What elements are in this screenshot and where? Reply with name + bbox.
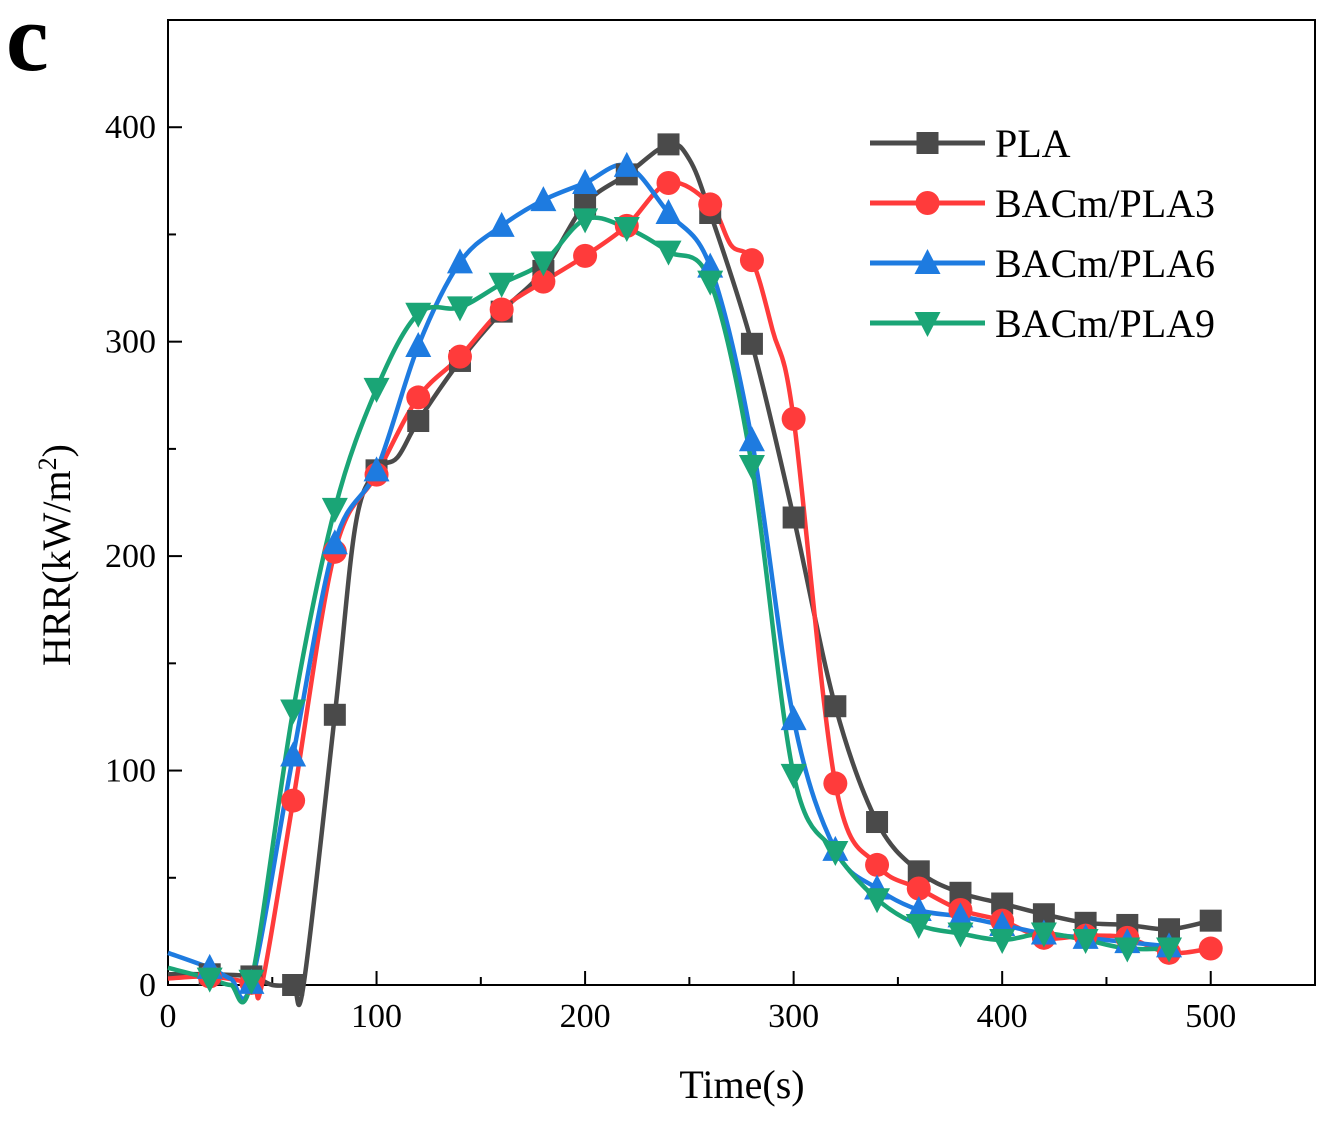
y-tick-label: 300: [105, 324, 156, 361]
data-point-4: [405, 302, 432, 328]
y-tick-label: 0: [139, 967, 156, 1004]
data-point-4: [1156, 937, 1183, 963]
legend-label: BACm/PLA3: [995, 181, 1215, 226]
data-point-2: [739, 248, 764, 273]
data-point-4: [238, 969, 265, 995]
legend-label: PLA: [995, 121, 1071, 166]
data-point-1: [657, 133, 680, 156]
y-tick-label: 100: [105, 753, 156, 790]
data-point-4: [905, 913, 932, 939]
legend-marker: [915, 191, 940, 215]
series-markers: [196, 133, 1223, 996]
data-point-2: [406, 385, 431, 410]
data-point-4: [1114, 937, 1141, 963]
data-point-1: [282, 974, 305, 996]
data-point-3: [780, 705, 807, 731]
data-point-1: [907, 860, 930, 883]
data-point-2: [573, 243, 598, 268]
x-tick-label: 300: [768, 998, 819, 1035]
y-tick-label: 400: [105, 109, 156, 146]
y-axis-label: HRR(kW/m2): [33, 444, 80, 666]
data-point-4: [572, 208, 599, 234]
data-point-4: [321, 497, 348, 523]
data-point-2: [865, 852, 890, 877]
data-point-4: [613, 217, 640, 243]
x-tick-label: 100: [351, 998, 402, 1035]
data-point-4: [1072, 928, 1099, 954]
data-point-2: [906, 876, 931, 901]
data-point-1: [866, 811, 889, 834]
data-point-1: [1158, 918, 1181, 941]
data-point-4: [280, 699, 307, 725]
data-point-4: [697, 270, 724, 296]
legend-marker: [914, 312, 941, 337]
legend-marker: [916, 132, 939, 154]
data-point-4: [655, 240, 682, 266]
data-point-4: [989, 928, 1016, 954]
data-point-1: [991, 892, 1014, 915]
data-point-3: [446, 248, 473, 274]
data-point-2: [489, 297, 514, 322]
panel-label: c: [6, 0, 49, 91]
plot-frame: [167, 19, 1316, 986]
ticks: 0 100 200 300 400 500 0 100 200 300 400: [105, 19, 1316, 1035]
legend-marker: [914, 249, 941, 274]
data-point-2: [823, 771, 848, 796]
data-point-1: [782, 506, 805, 529]
data-point-2: [781, 406, 806, 431]
data-point-1: [949, 881, 972, 904]
data-point-4: [947, 922, 974, 948]
x-tick-label: 200: [560, 998, 611, 1035]
data-point-2: [698, 192, 723, 217]
data-point-4: [530, 251, 557, 277]
data-point-3: [280, 741, 307, 767]
x-tick-label: 400: [977, 998, 1028, 1035]
data-point-4: [738, 455, 765, 481]
y-axis-label-main: HRR(kW/m: [34, 470, 79, 666]
data-point-3: [405, 331, 432, 357]
data-point-3: [488, 211, 515, 237]
data-point-2: [531, 269, 556, 294]
data-point-3: [613, 151, 640, 177]
data-point-1: [1199, 909, 1222, 932]
y-axis-label-close: ): [34, 444, 79, 457]
data-point-1: [407, 410, 430, 433]
legend: PLA BACm/PLA3 BACm/PLA6 BACm/PLA9: [870, 121, 1215, 346]
data-point-3: [321, 529, 348, 555]
data-point-2: [281, 788, 306, 813]
data-point-2: [656, 170, 681, 195]
x-tick-label: 500: [1185, 998, 1236, 1035]
data-point-4: [363, 377, 390, 403]
y-tick-label: 200: [105, 538, 156, 575]
data-point-4: [780, 763, 807, 789]
legend-label: BACm/PLA6: [995, 241, 1215, 286]
data-point-4: [864, 888, 891, 914]
data-point-4: [1030, 922, 1057, 948]
data-point-3: [738, 426, 765, 452]
data-point-3: [530, 186, 557, 212]
axes: [167, 19, 1316, 986]
data-point-3: [947, 902, 974, 928]
data-point-3: [572, 168, 599, 194]
x-axis-label: Time(s): [679, 1062, 804, 1107]
data-point-1: [740, 332, 763, 355]
data-point-4: [822, 841, 849, 867]
data-point-1: [824, 695, 847, 718]
x-tick-label: 0: [160, 998, 177, 1035]
y-axis-label-sup: 2: [33, 457, 62, 470]
data-point-1: [323, 703, 346, 726]
data-point-4: [488, 272, 515, 298]
data-point-4: [196, 967, 223, 993]
data-point-3: [655, 199, 682, 224]
data-point-2: [447, 344, 472, 369]
data-point-4: [446, 296, 473, 322]
data-point-2: [1198, 936, 1223, 961]
data-point-3: [363, 456, 390, 482]
legend-label: BACm/PLA9: [995, 301, 1215, 346]
data-point-1: [1032, 903, 1055, 926]
